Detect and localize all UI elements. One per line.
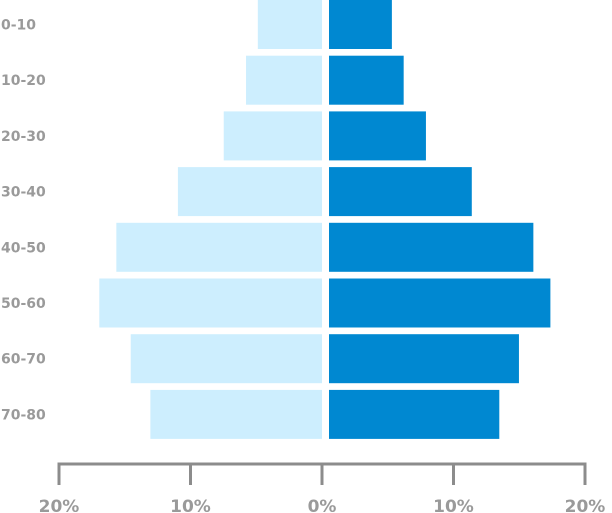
bar-left-10-20 xyxy=(246,55,322,105)
category-label: 60-70 xyxy=(1,352,46,368)
bar-right-70-80 xyxy=(329,389,500,439)
bar-right-20-30 xyxy=(329,111,426,161)
category-label: 20-30 xyxy=(1,129,46,145)
bar-left-60-70 xyxy=(130,334,322,384)
category-label: 0-10 xyxy=(1,18,36,34)
category-labels: 0-10 10-20 20-30 30-40 40-50 50-60 60-70 70-80 xyxy=(1,18,46,424)
x-tick-label: 20% xyxy=(39,497,80,513)
x-tick-label: 0% xyxy=(308,497,337,513)
bar-left-30-40 xyxy=(177,167,322,217)
bar-left-50-60 xyxy=(99,278,322,328)
bar-right-60-70 xyxy=(329,334,519,384)
category-label: 30-40 xyxy=(1,185,46,201)
x-tick-label: 10% xyxy=(433,497,474,513)
bar-right-30-40 xyxy=(329,167,472,217)
bar-left-20-30 xyxy=(223,111,322,161)
bar-right-10-20 xyxy=(329,55,404,105)
category-label: 50-60 xyxy=(1,296,46,312)
bars-group xyxy=(99,0,551,439)
category-label: 70-80 xyxy=(1,407,46,423)
bar-left-0-10 xyxy=(257,0,322,49)
x-tick-label: 20% xyxy=(565,497,606,513)
bar-left-40-50 xyxy=(116,222,322,272)
bar-right-40-50 xyxy=(329,222,534,272)
bar-right-50-60 xyxy=(329,278,551,328)
x-axis-ticks: 20% 10% 0% 10% 20% xyxy=(39,464,606,513)
bar-right-0-10 xyxy=(329,0,392,49)
category-label: 10-20 xyxy=(1,73,46,89)
bar-left-70-80 xyxy=(150,389,322,439)
x-tick-label: 10% xyxy=(170,497,211,513)
category-label: 40-50 xyxy=(1,240,46,256)
